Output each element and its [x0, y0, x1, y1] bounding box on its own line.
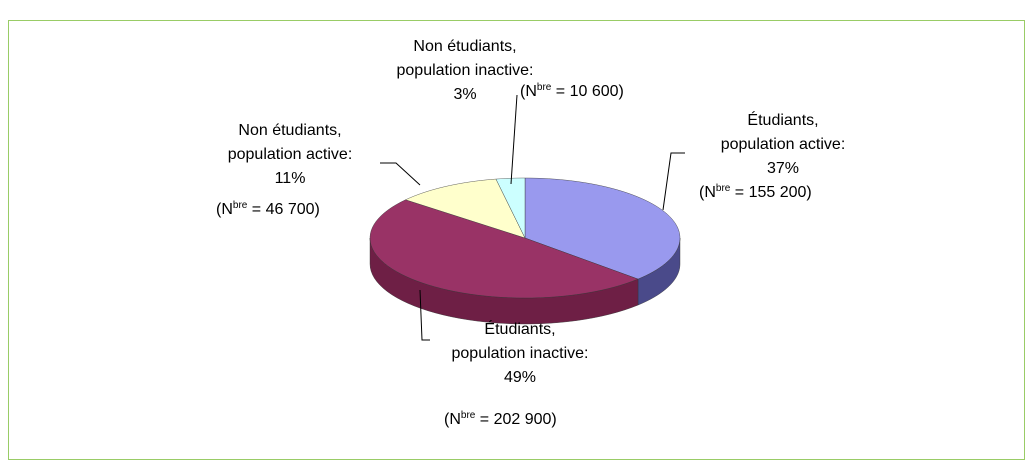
slice [495, 177, 526, 239]
text: Non étudiants, population active: [227, 122, 353, 163]
text: (N [520, 83, 537, 100]
text: 49% [503, 369, 537, 386]
slice-label: Étudiants, population active: 37% [673, 109, 893, 181]
leader-line [510, 94, 518, 185]
text: bre [232, 200, 248, 211]
text: = 10 600) [551, 83, 624, 100]
text: (N [699, 184, 716, 201]
slice [405, 178, 526, 239]
slice [524, 177, 681, 280]
text: = 155 200) [730, 184, 812, 201]
count-label: (Nbre = 155 200) [699, 184, 812, 202]
text: (N [216, 201, 233, 218]
leader-line [380, 162, 421, 186]
slice [369, 199, 639, 299]
text: Étudiants, population active: [720, 112, 846, 153]
text: = 46 700) [247, 201, 320, 218]
text: bre [536, 82, 552, 93]
count-label: (Nbre = 46 700) [216, 201, 320, 219]
leader-line [662, 152, 685, 211]
text: bre [715, 183, 731, 194]
slice-label: Non étudiants, population active: 11% [180, 119, 400, 191]
leader-line [419, 289, 430, 341]
slice-label: Étudiants, population inactive: 49% [410, 318, 630, 390]
text: 37% [766, 160, 800, 177]
text: = 202 900) [475, 411, 557, 428]
text: Non étudiants, population inactive: [396, 38, 534, 79]
text: bre [460, 410, 476, 421]
text: 11% [274, 170, 306, 187]
count-label: (Nbre = 10 600) [520, 83, 624, 101]
text: Étudiants, population inactive: [451, 321, 589, 362]
text: 3% [453, 86, 477, 103]
text: (N [444, 411, 461, 428]
chart-frame [8, 20, 1025, 460]
count-label: (Nbre = 202 900) [444, 411, 557, 429]
slice-label: Non étudiants, population inactive: 3% [355, 35, 575, 107]
